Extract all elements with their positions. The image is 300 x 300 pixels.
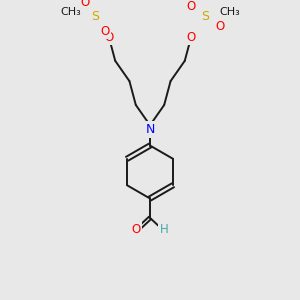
Text: O: O <box>187 31 196 44</box>
Text: O: O <box>186 0 196 13</box>
Text: O: O <box>215 20 224 33</box>
Text: S: S <box>91 10 99 23</box>
Text: H: H <box>160 223 169 236</box>
Text: O: O <box>100 25 110 38</box>
Text: S: S <box>201 10 209 23</box>
Text: CH₃: CH₃ <box>219 8 240 17</box>
Text: CH₃: CH₃ <box>60 8 81 17</box>
Text: O: O <box>104 31 113 44</box>
Text: N: N <box>145 123 155 136</box>
Text: O: O <box>131 223 140 236</box>
Text: O: O <box>80 0 89 9</box>
